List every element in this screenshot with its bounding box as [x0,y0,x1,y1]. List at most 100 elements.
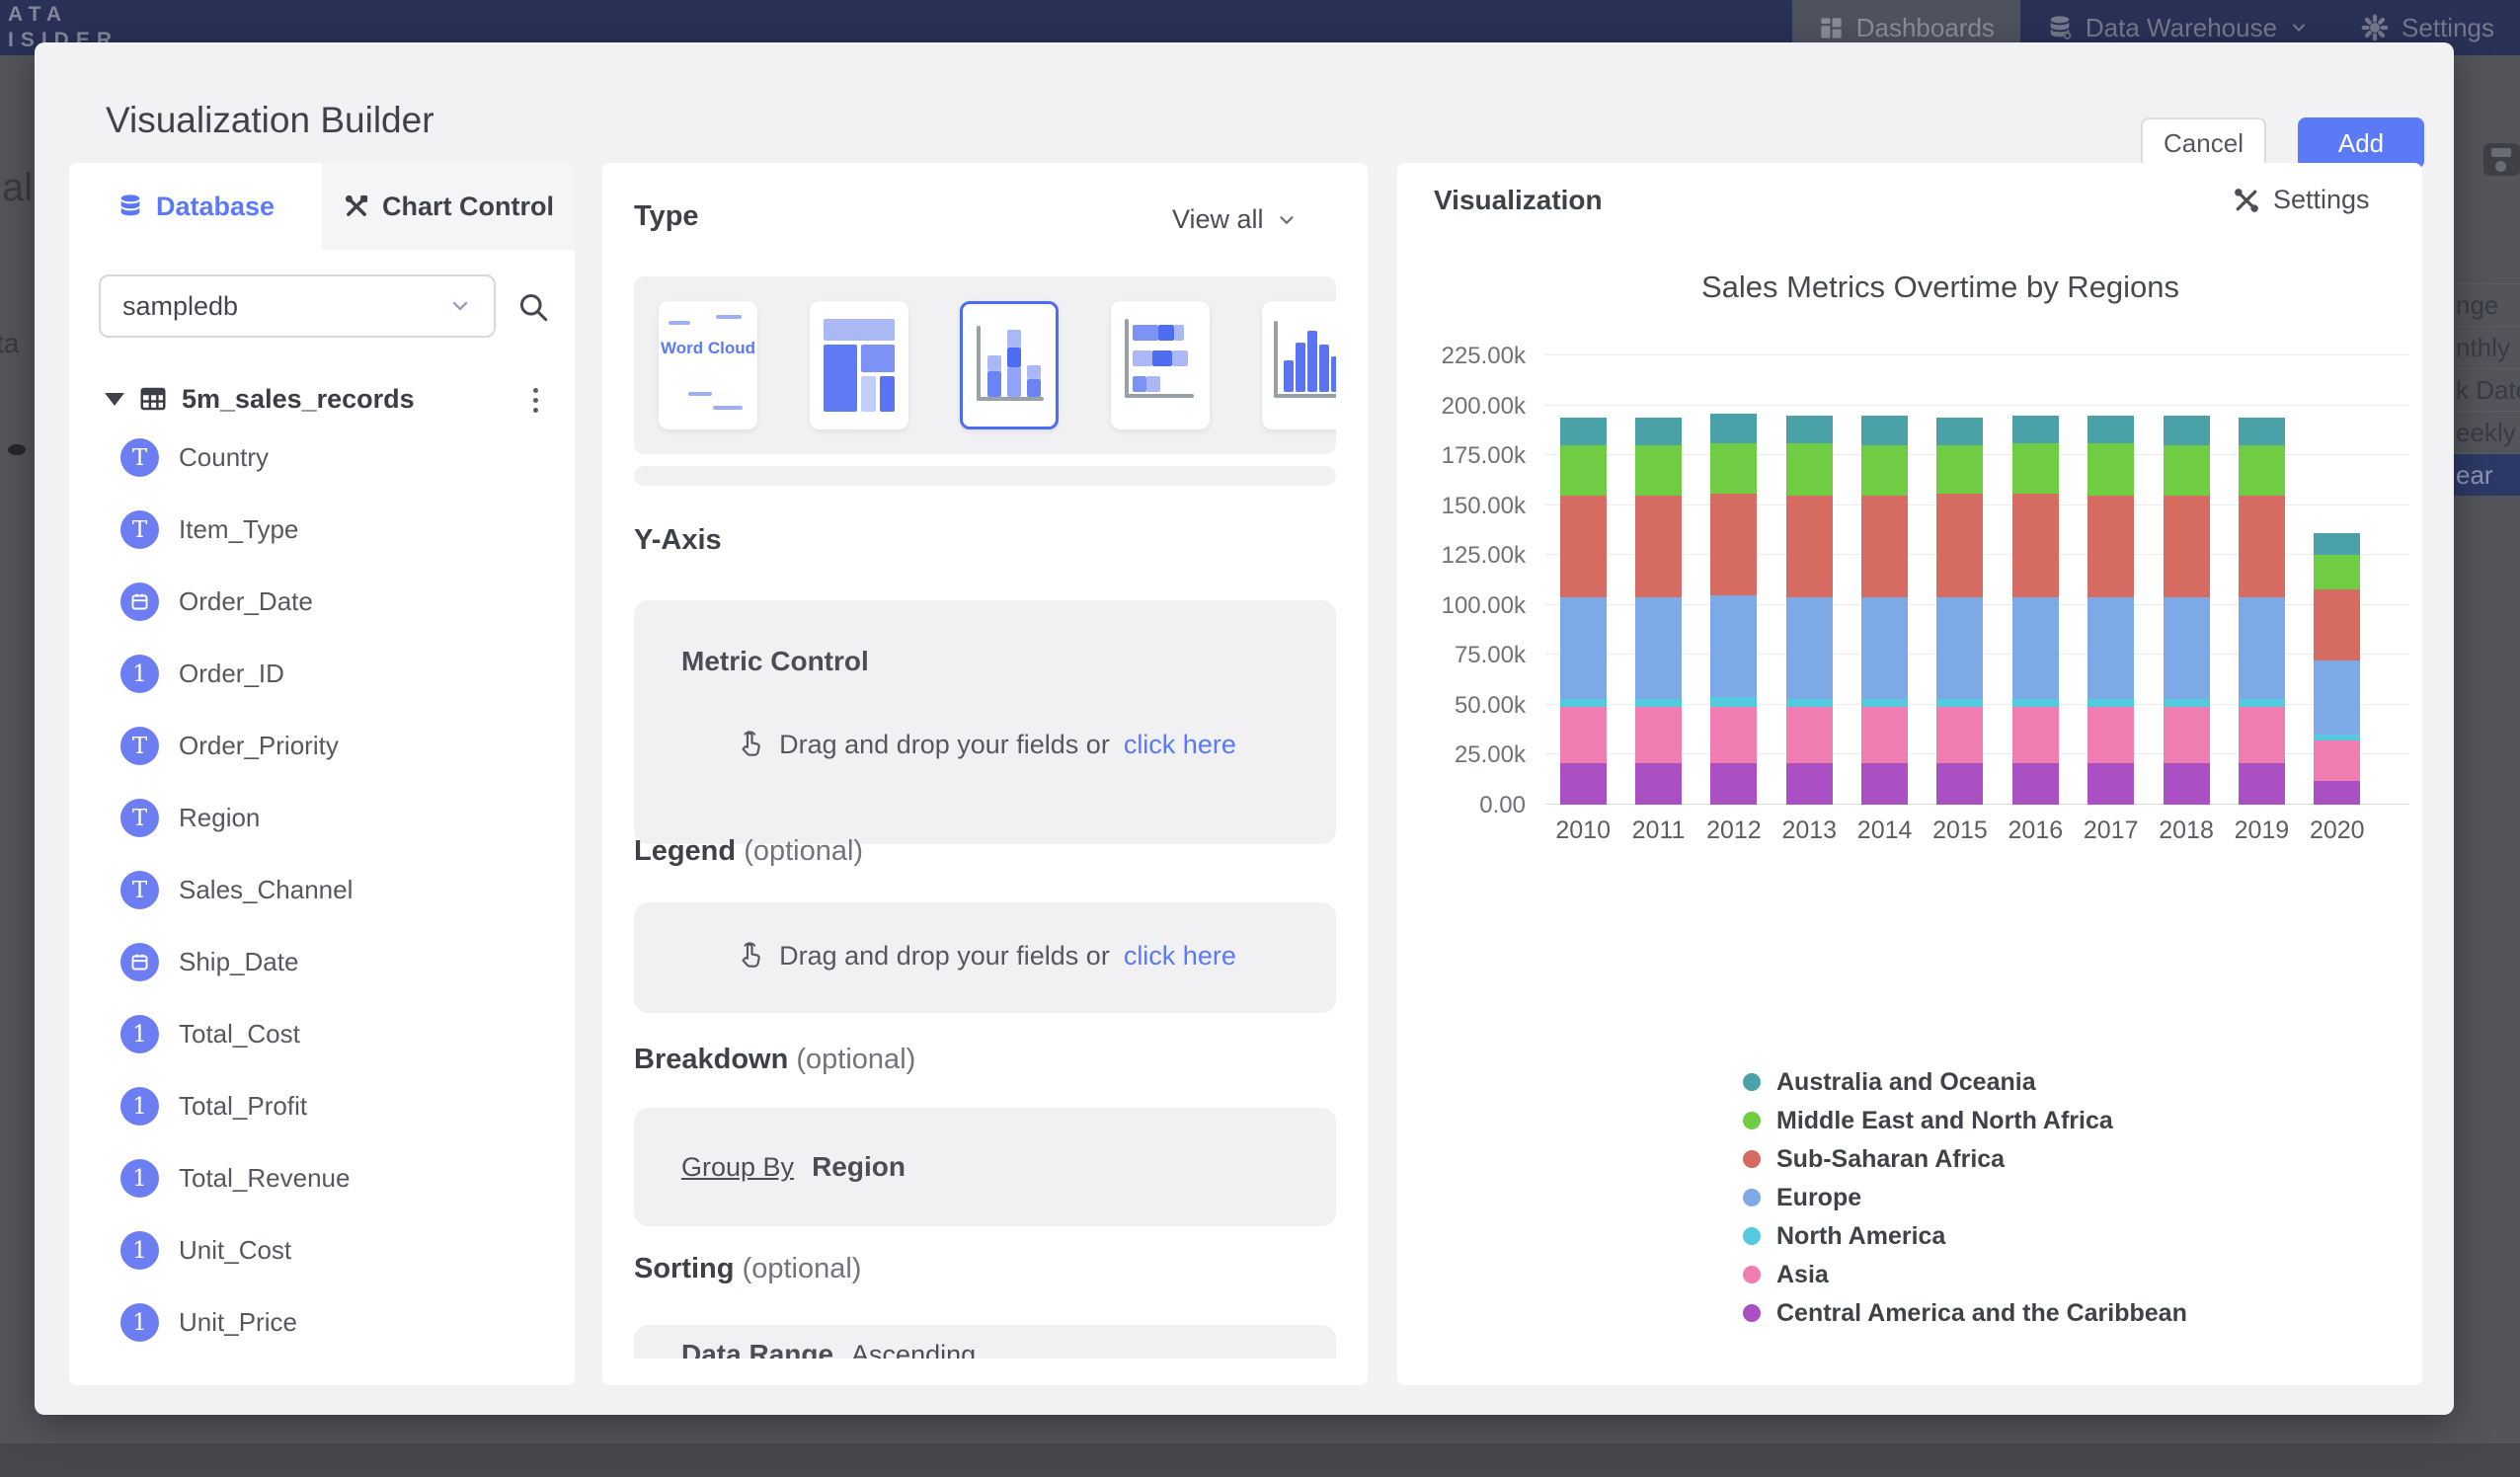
legend-label: Europe [1776,1184,1861,1212]
legend-dot [1743,1112,1761,1129]
legend-title-text: Legend [634,835,736,867]
field-item-total_revenue[interactable]: 1Total_Revenue [69,1142,575,1214]
database-select[interactable]: sampledb [99,274,496,338]
type-scrollbar[interactable] [634,466,1336,486]
field-item-ship_date[interactable]: Ship_Date [69,926,575,998]
chart-title: Sales Metrics Overtime by Regions [1476,270,2404,305]
number-field-icon: 1 [120,1303,159,1342]
bar-segment [1560,418,1607,445]
legend-item[interactable]: Asia [1743,1262,2187,1287]
group-by-label[interactable]: Group By [681,1152,794,1183]
chart-type-column[interactable] [1262,301,1336,429]
breakdown-dropzone[interactable]: Group By Region [634,1108,1336,1226]
legend-dropzone[interactable]: Drag and drop your fields or click here [634,902,1336,1013]
field-label: Sales_Channel [179,875,353,905]
sorting-dropzone[interactable]: Data Range Ascending [634,1325,1336,1359]
chart-type-strip: Word Cloud [634,276,1336,454]
bar-segment [2012,416,2059,443]
stacked-column-thumb-art [987,355,1001,371]
legend-dot [1743,1227,1761,1245]
bar-segment [2087,597,2134,699]
column-thumb-art [1296,343,1305,392]
bar-segment [2239,418,2285,445]
legend-item[interactable]: Australia and Oceania [1743,1069,2187,1095]
bar-segment [1786,699,1833,707]
bar-stack-2016 [2012,416,2059,805]
legend-item[interactable]: Europe [1743,1185,2187,1210]
chart-type-word-cloud[interactable]: Word Cloud [659,301,757,429]
field-item-item_type[interactable]: TItem_Type [69,494,575,566]
legend-item[interactable]: North America [1743,1223,2187,1249]
field-label: Order_Priority [179,731,339,761]
search-button[interactable] [512,285,555,329]
table-tree-header[interactable]: 5m_sales_records [69,378,575,420]
bar-segment [2012,597,2059,699]
bar-segment [1861,496,1908,597]
group-by-row[interactable]: Group By Region [681,1151,906,1183]
drop-hint-text: Drag and drop your fields or [779,730,1110,760]
field-item-order_priority[interactable]: TOrder_Priority [69,710,575,782]
x-tick-label: 2017 [2074,816,2149,845]
tab-chart-control[interactable]: Chart Control [322,163,575,250]
chart-type-stacked-column[interactable] [960,301,1059,429]
stacked-bar-thumb-art [1146,376,1160,392]
field-item-order_date[interactable]: Order_Date [69,566,575,638]
click-here-link[interactable]: click here [1124,941,1236,972]
metric-control-label: Metric Control [681,646,869,677]
field-item-total_cost[interactable]: 1Total_Cost [69,998,575,1070]
bar-segment [2012,763,2059,805]
chart-legend: Australia and Oceania Middle East and Nor… [1743,1069,2187,1326]
optional-suffix: (optional) [796,1044,915,1075]
legend-item[interactable]: Sub-Saharan Africa [1743,1146,2187,1172]
bar-segment [1786,597,1833,699]
legend-item[interactable]: Middle East and North Africa [1743,1108,2187,1133]
field-item-sales_channel[interactable]: TSales_Channel [69,854,575,926]
chart-type-stacked-bar[interactable] [1111,301,1210,429]
collapse-triangle-icon[interactable] [105,393,124,406]
text-field-icon: T [120,438,159,477]
field-item-country[interactable]: TCountry [69,422,575,494]
bar-segment [2012,443,2059,494]
bar-segment [1936,445,1983,494]
bar-segment [1710,494,1757,595]
sorting-section-title: Sorting (optional) [634,1253,861,1285]
table-menu-kebab-icon[interactable] [515,380,555,420]
bar-segment [1786,443,1833,496]
tab-database[interactable]: Database [69,163,322,250]
bar-segment [1560,597,1607,699]
chart-type-treemap[interactable] [810,301,908,429]
bar-segment [2314,555,2360,588]
sorting-row[interactable]: Data Range Ascending [681,1339,976,1359]
cancel-button[interactable]: Cancel [2141,117,2266,169]
bar-segment [2239,496,2285,597]
field-item-region[interactable]: TRegion [69,782,575,854]
metric-control-dropzone[interactable]: Metric Control Drag and drop your fields… [634,600,1336,844]
bar-segment [2239,763,2285,805]
field-item-unit_cost[interactable]: 1Unit_Cost [69,1214,575,1286]
column-thumb-art [1331,356,1336,392]
bar-segment [2087,699,2134,707]
visualization-builder-modal: Visualization Builder Cancel Add Databas… [35,42,2454,1415]
text-field-icon: T [120,510,159,549]
view-all-dropdown[interactable]: View all [1172,204,1298,235]
background-bullet-dot [8,444,26,455]
bar-segment [2314,589,2360,661]
bar-segment [1560,763,1607,805]
add-button[interactable]: Add [2298,117,2424,169]
thumb-axis [977,397,1044,401]
bar-segment [2087,416,2134,443]
visualization-settings-button[interactable]: Settings [2232,185,2370,215]
legend-label: Asia [1776,1261,1829,1289]
visualization-panel: Visualization Settings Sales Metrics Ove… [1397,163,2422,1385]
field-item-unit_price[interactable]: 1Unit_Price [69,1286,575,1359]
tab-label: Database [156,192,275,222]
bar-segment [1560,496,1607,597]
field-label: Region [179,803,260,833]
click-here-link[interactable]: click here [1124,730,1236,760]
field-item-total_profit[interactable]: 1Total_Profit [69,1070,575,1142]
legend-item[interactable]: Central America and the Caribbean [1743,1300,2187,1326]
field-item-order_id[interactable]: 1Order_ID [69,638,575,710]
bar-segment [1861,763,1908,805]
bar-segment [2012,699,2059,707]
bar-segment [2164,597,2210,699]
